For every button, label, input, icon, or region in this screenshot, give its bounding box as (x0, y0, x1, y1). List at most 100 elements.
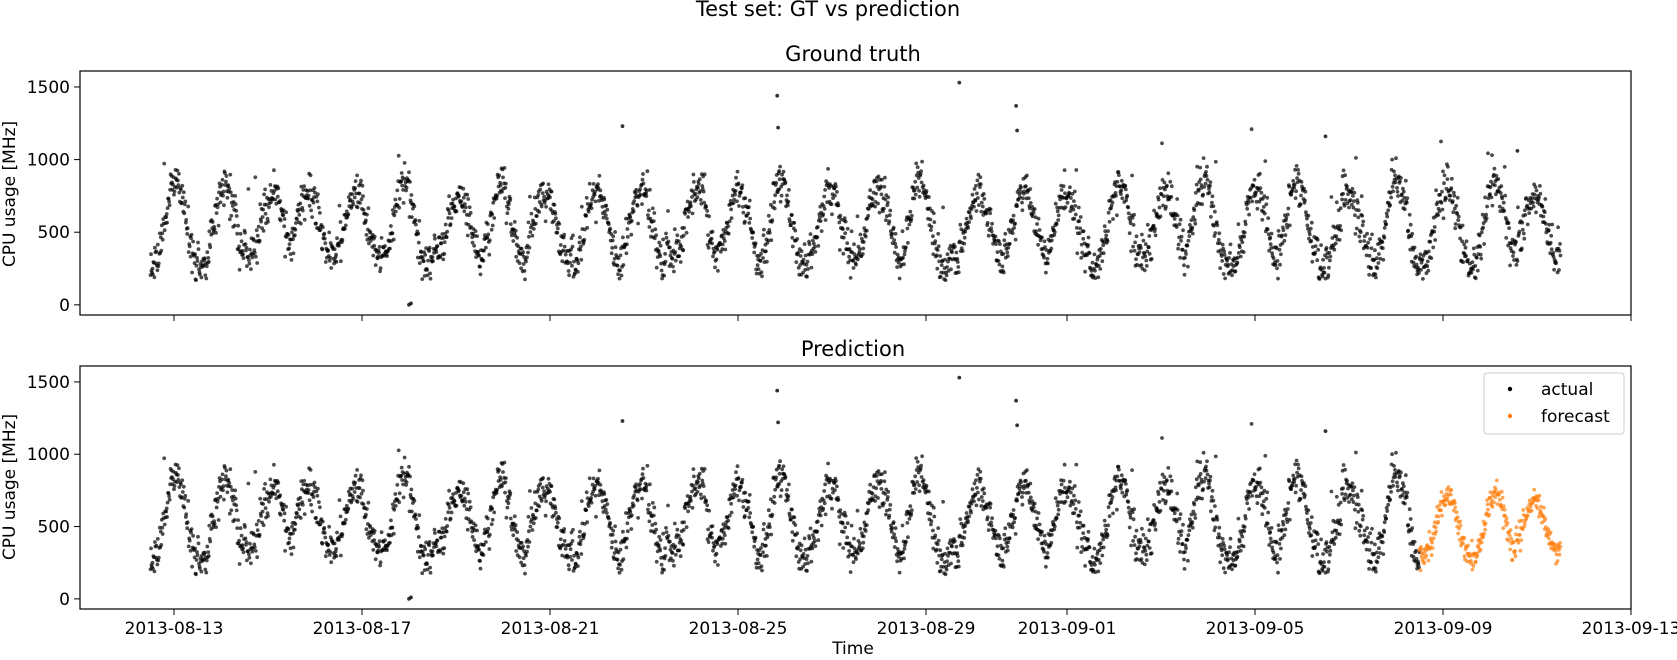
data-point-actual (695, 489, 700, 494)
data-point-actual (300, 208, 305, 213)
data-point-actual (616, 256, 621, 261)
data-point-actual (1541, 214, 1546, 219)
data-point-actual (885, 203, 890, 208)
data-point-actual (907, 222, 912, 227)
data-point-actual (740, 183, 745, 188)
data-point-actual (261, 207, 265, 212)
data-point-actual (830, 506, 834, 511)
data-point-actual (924, 483, 929, 488)
data-point-actual (162, 228, 167, 233)
data-point-actual (447, 505, 452, 510)
data-point-actual (1419, 267, 1423, 272)
data-point-actual (696, 185, 700, 190)
data-point-actual (713, 559, 717, 564)
data-point-actual (1339, 228, 1344, 233)
data-point-actual (600, 204, 605, 209)
data-point-actual (445, 524, 450, 528)
data-point-actual (1298, 202, 1303, 207)
data-point-actual (1007, 241, 1012, 246)
data-point-actual (1446, 164, 1450, 169)
data-point-actual (1242, 234, 1247, 239)
data-point-actual (1546, 228, 1551, 233)
data-point-actual (619, 567, 624, 572)
data-point-actual (302, 217, 307, 222)
data-point-actual (1000, 264, 1005, 269)
data-point-actual (978, 182, 983, 187)
data-point-actual (741, 205, 745, 209)
data-point-actual (1381, 257, 1386, 262)
data-point-actual (1276, 229, 1281, 233)
data-point-actual (562, 244, 567, 249)
data-point-actual (346, 212, 351, 217)
data-point-actual (191, 239, 196, 244)
data-point-actual (608, 226, 613, 231)
data-point-actual (841, 530, 846, 534)
data-point-actual (696, 182, 701, 186)
data-point-actual (153, 245, 157, 250)
data-point-actual (928, 512, 933, 516)
data-point-actual (1517, 229, 1522, 234)
data-point-actual (247, 258, 251, 262)
data-point-actual (221, 484, 226, 489)
data-point-actual (1425, 264, 1430, 269)
data-point-actual (750, 236, 755, 240)
data-point-actual (1059, 482, 1064, 487)
data-point-actual (813, 250, 818, 254)
data-point-actual (955, 260, 960, 264)
data-point-actual (1299, 193, 1303, 198)
data-point-actual (739, 190, 743, 195)
data-point-actual (895, 265, 899, 269)
data-point-actual (941, 205, 945, 210)
data-point-actual (656, 543, 661, 547)
data-point-actual (988, 505, 992, 510)
data-point-actual (1076, 500, 1081, 504)
data-point-actual (783, 475, 788, 479)
data-point-actual (1031, 211, 1036, 215)
data-point-actual (1484, 216, 1489, 221)
data-point-actual (1436, 213, 1440, 218)
data-point-actual (291, 531, 295, 536)
data-point-actual (1506, 221, 1511, 226)
data-point-actual (594, 514, 598, 519)
data-point-actual (259, 514, 263, 518)
data-point-actual (490, 517, 495, 522)
data-point-actual (1114, 488, 1118, 493)
data-point-actual (461, 186, 466, 191)
data-point-actual (672, 563, 676, 568)
data-point-actual (779, 193, 784, 198)
data-point-actual (631, 209, 636, 214)
data-point-actual (1026, 196, 1031, 201)
data-point-actual (1237, 245, 1242, 250)
data-point-actual (540, 191, 545, 196)
data-point-actual (1494, 173, 1499, 178)
data-point-actual (1073, 507, 1078, 511)
data-point-actual (1106, 523, 1110, 528)
data-point-actual (351, 496, 356, 501)
data-point-actual (189, 232, 194, 237)
data-point-actual (979, 209, 984, 214)
data-point-actual (377, 250, 381, 255)
data-point-actual (427, 543, 431, 548)
data-point-actual (618, 562, 622, 567)
data-point-actual (969, 216, 973, 221)
data-point-actual (194, 263, 199, 268)
data-point-actual (903, 249, 907, 254)
data-point-actual (413, 218, 418, 222)
data-point-actual (803, 253, 808, 258)
data-point-actual (616, 272, 620, 277)
data-point-actual (522, 269, 527, 273)
data-point-actual (986, 528, 991, 532)
data-point-actual (1221, 272, 1226, 276)
data-point-actual (494, 196, 499, 201)
data-point-actual (1198, 177, 1203, 182)
data-point-actual (887, 507, 892, 512)
data-point-actual (641, 172, 645, 176)
data-point-actual (956, 564, 961, 569)
data-point-actual (807, 536, 812, 541)
data-point-actual (1401, 189, 1406, 194)
data-point-actual (891, 225, 896, 230)
data-point-actual (1328, 254, 1333, 259)
data-point-actual (845, 241, 850, 246)
data-point-actual (1110, 495, 1115, 499)
data-point-actual (973, 198, 978, 203)
